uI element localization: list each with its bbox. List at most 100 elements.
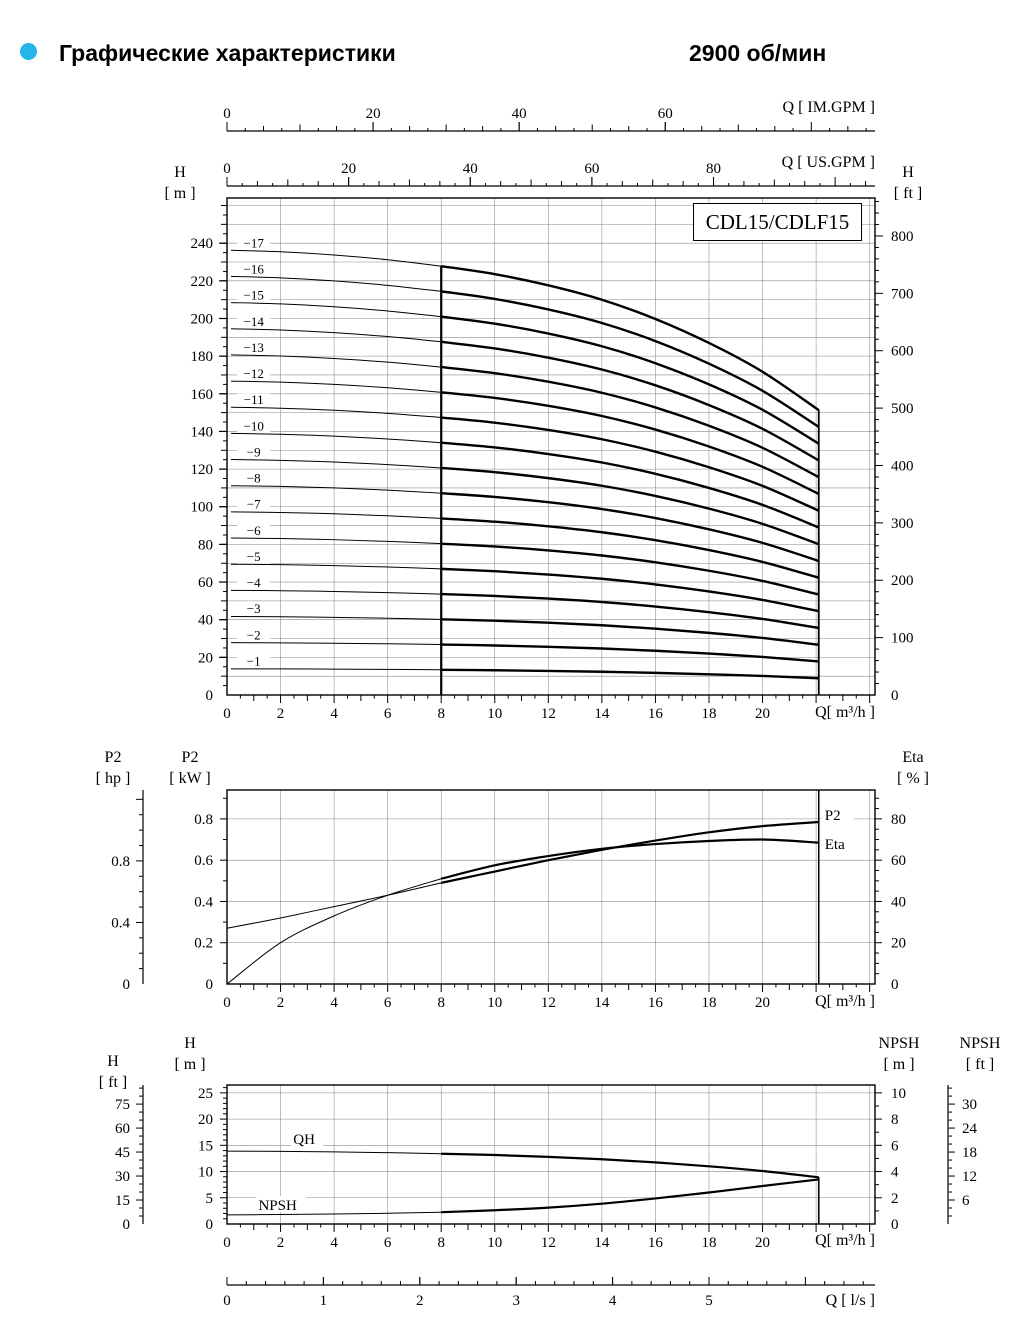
svg-text:60: 60 [584,161,599,177]
svg-text:240: 240 [191,236,214,252]
svg-text:−9: −9 [247,444,261,459]
axis-name: P2 [104,749,122,766]
svg-text:200: 200 [191,311,214,327]
svg-text:0.2: 0.2 [194,936,213,952]
svg-text:14: 14 [594,995,610,1011]
svg-text:0: 0 [123,1217,131,1233]
axis-title-npsh-m: NPSH [ m ] [869,1033,929,1075]
svg-text:20: 20 [341,161,356,177]
svg-text:18: 18 [701,995,716,1011]
axis-title-im-gpm: Q [ IM.GPM ] [782,99,875,116]
model-label: CDL15/CDLF15 [693,203,862,241]
svg-text:0: 0 [206,1217,214,1233]
axis-unit: [ % ] [897,770,929,787]
svg-text:20: 20 [198,1112,213,1128]
svg-text:NPSH: NPSH [258,1198,297,1214]
svg-text:2: 2 [277,706,285,722]
svg-text:600: 600 [891,344,914,360]
axis-name: NPSH [878,1035,920,1052]
svg-text:0: 0 [223,106,231,122]
svg-text:14: 14 [594,1235,610,1251]
svg-text:100: 100 [891,631,914,647]
svg-text:−4: −4 [247,575,261,590]
svg-text:14: 14 [594,706,610,722]
svg-text:140: 140 [191,424,214,440]
svg-text:12: 12 [541,706,556,722]
svg-text:0: 0 [223,161,231,177]
svg-text:30: 30 [962,1097,977,1113]
section-bullet-icon [20,43,37,60]
svg-text:6: 6 [384,706,392,722]
axis-name: H [107,1053,119,1070]
svg-text:20: 20 [891,936,906,952]
axis-name: H [902,164,914,181]
svg-text:300: 300 [891,516,914,532]
axis-name: H [184,1035,196,1052]
svg-text:0: 0 [223,995,231,1011]
svg-text:0.4: 0.4 [111,915,130,931]
rpm-label: 2900 об/мин [689,40,827,66]
svg-text:−5: −5 [247,549,261,564]
svg-text:−2: −2 [247,627,261,642]
svg-text:80: 80 [198,537,213,553]
svg-text:6: 6 [891,1138,899,1154]
svg-text:20: 20 [755,1235,770,1251]
svg-text:16: 16 [648,1235,664,1251]
axis-title-head-m: H [ m ] [152,162,208,204]
svg-text:60: 60 [115,1121,130,1137]
svg-text:−10: −10 [244,418,264,433]
axis-unit: [ m ] [883,1056,915,1073]
svg-text:2: 2 [891,1191,899,1207]
svg-text:0.8: 0.8 [194,812,213,828]
axis-name: NPSH [959,1035,1001,1052]
axis-name: H [174,164,186,181]
axis-title-p2-kw: P2 [ kW ] [162,747,218,789]
svg-text:4: 4 [330,1235,338,1251]
svg-text:400: 400 [891,458,914,474]
svg-text:80: 80 [891,812,906,828]
svg-text:0: 0 [123,977,131,993]
svg-text:5: 5 [206,1191,214,1207]
svg-text:60: 60 [658,106,673,122]
svg-text:60: 60 [891,853,906,869]
svg-text:6: 6 [384,995,392,1011]
svg-text:0: 0 [223,1235,231,1251]
svg-text:20: 20 [198,650,213,666]
axis-title-npsh-ft: NPSH [ ft ] [950,1033,1010,1075]
svg-text:60: 60 [198,575,213,591]
axis-unit: [ ft ] [893,185,923,202]
axis-title-us-gpm: Q [ US.GPM ] [781,154,875,171]
svg-text:2: 2 [277,995,285,1011]
axis-title-q-ls: Q [ l/s ] [825,1292,875,1309]
axis-title-p2-hp: P2 [ hp ] [85,747,141,789]
svg-text:0: 0 [206,977,214,993]
svg-text:40: 40 [512,106,527,122]
svg-text:40: 40 [891,894,906,910]
svg-text:15: 15 [115,1193,130,1209]
axis-name: Eta [902,749,924,766]
svg-text:10: 10 [891,1086,906,1102]
svg-text:0.8: 0.8 [111,854,130,870]
svg-text:P2: P2 [825,808,841,824]
svg-text:8: 8 [437,1235,445,1251]
svg-text:24: 24 [962,1121,978,1137]
svg-text:12: 12 [541,995,556,1011]
svg-text:3: 3 [512,1293,520,1309]
svg-text:18: 18 [701,706,716,722]
svg-text:16: 16 [648,706,664,722]
svg-text:700: 700 [891,286,914,302]
svg-text:−14: −14 [244,314,265,329]
axis-name: P2 [181,749,199,766]
svg-text:−12: −12 [244,366,264,381]
axis-title-head-ft: H [ ft ] [880,162,936,204]
svg-text:10: 10 [487,706,502,722]
svg-text:1: 1 [320,1293,328,1309]
page-title: Графические характеристики [59,40,396,66]
svg-text:100: 100 [191,500,214,516]
svg-text:0: 0 [891,688,899,704]
axis-title-h-m-bottom: H [ m ] [162,1033,218,1075]
svg-text:Eta: Eta [825,837,845,853]
axis-unit: [ m ] [164,185,196,202]
svg-text:0: 0 [223,706,231,722]
